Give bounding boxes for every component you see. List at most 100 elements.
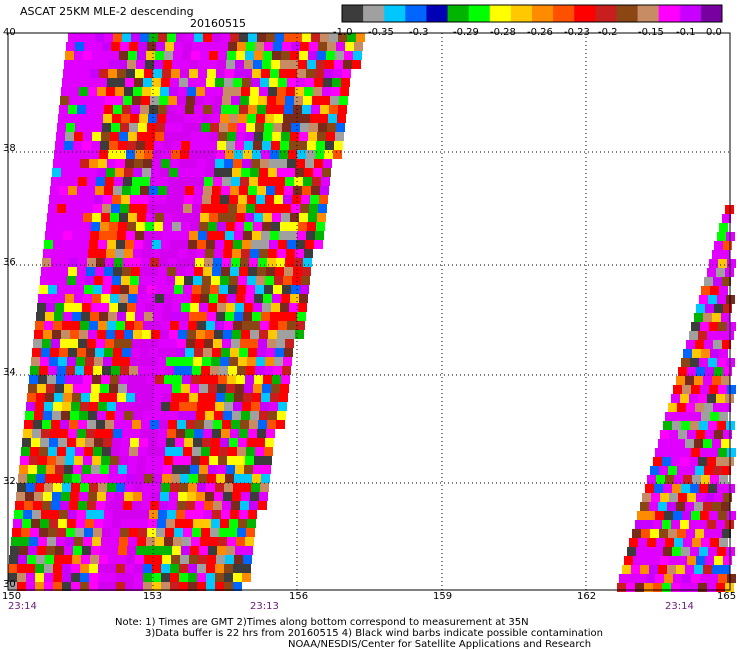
data-cell [194,105,203,114]
data-cell [156,366,165,375]
data-cell [303,258,312,267]
data-cell [175,438,184,447]
data-cell [210,366,219,375]
data-cell [269,402,278,411]
data-cell [281,294,290,303]
data-cell [88,492,97,501]
data-cell [63,474,72,483]
data-cell [701,538,710,547]
data-cell [255,42,264,51]
data-cell [114,420,123,429]
data-cell [308,213,317,222]
data-cell [103,357,112,366]
data-cell [179,564,188,573]
data-cell [228,285,237,294]
data-cell [111,285,120,294]
data-cell [41,267,50,276]
data-cell [67,357,76,366]
y-tick-label: 40 [3,27,16,38]
data-cell [195,96,204,105]
data-cell [31,438,40,447]
data-cell [85,438,94,447]
data-cell [30,447,39,456]
data-cell [12,528,21,537]
data-cell [189,312,198,321]
data-cell [199,303,208,312]
colorbar-swatch [405,5,427,22]
data-cell [219,42,228,51]
data-cell [62,78,71,87]
data-cell [98,573,107,582]
data-cell [193,519,202,528]
data-cell [46,465,55,474]
data-cell [209,375,218,384]
data-cell [128,132,137,141]
data-cell [65,294,74,303]
data-cell [251,240,260,249]
data-cell [259,411,268,420]
data-cell [717,547,726,556]
data-cell [185,105,194,114]
data-cell [231,258,240,267]
data-cell [250,87,259,96]
data-cell [70,87,79,96]
data-cell [291,42,300,51]
data-cell [119,132,128,141]
data-cell [320,33,329,42]
data-cell [290,213,299,222]
data-cell [153,69,162,78]
note-line: Note: 1) Times are GMT 2)Times along bot… [115,617,529,628]
data-cell [223,87,232,96]
data-cell [233,573,242,582]
data-cell [67,195,76,204]
data-cell [56,375,65,384]
data-cell [285,339,294,348]
data-cell [682,448,691,457]
data-cell [723,556,732,565]
data-cell [224,240,233,249]
data-cell [243,231,252,240]
data-cell [309,204,318,213]
data-cell [128,456,137,465]
data-cell [55,303,64,312]
data-cell [77,33,86,42]
data-cell [168,177,177,186]
data-cell [181,222,190,231]
data-cell [240,177,249,186]
data-cell [54,393,63,402]
data-cell [169,492,178,501]
data-cell [45,555,54,564]
data-cell [95,186,104,195]
data-cell [97,168,106,177]
data-cell [269,240,278,249]
data-cell [66,447,75,456]
data-cell [99,69,108,78]
data-cell [59,429,68,438]
data-cell [91,546,100,555]
data-cell [55,384,64,393]
data-cell [712,565,721,574]
data-cell [191,375,200,384]
data-cell [307,222,316,231]
data-cell [215,78,224,87]
data-cell [61,330,70,339]
data-cell [189,393,198,402]
data-cell [98,402,107,411]
pass-time: 23:14 [8,601,37,612]
data-cell [82,465,91,474]
data-cell [148,195,157,204]
data-cell [257,267,266,276]
data-cell [327,123,336,132]
data-cell [187,492,196,501]
data-cell [228,447,237,456]
data-cell [683,475,692,484]
colorbar-label: -0.26 [527,27,553,38]
data-cell [263,375,272,384]
data-cell [293,186,302,195]
data-cell [265,357,274,366]
data-cell [96,258,105,267]
data-cell [108,474,117,483]
data-cell [168,339,177,348]
data-cell [669,556,678,565]
data-cell [101,213,110,222]
